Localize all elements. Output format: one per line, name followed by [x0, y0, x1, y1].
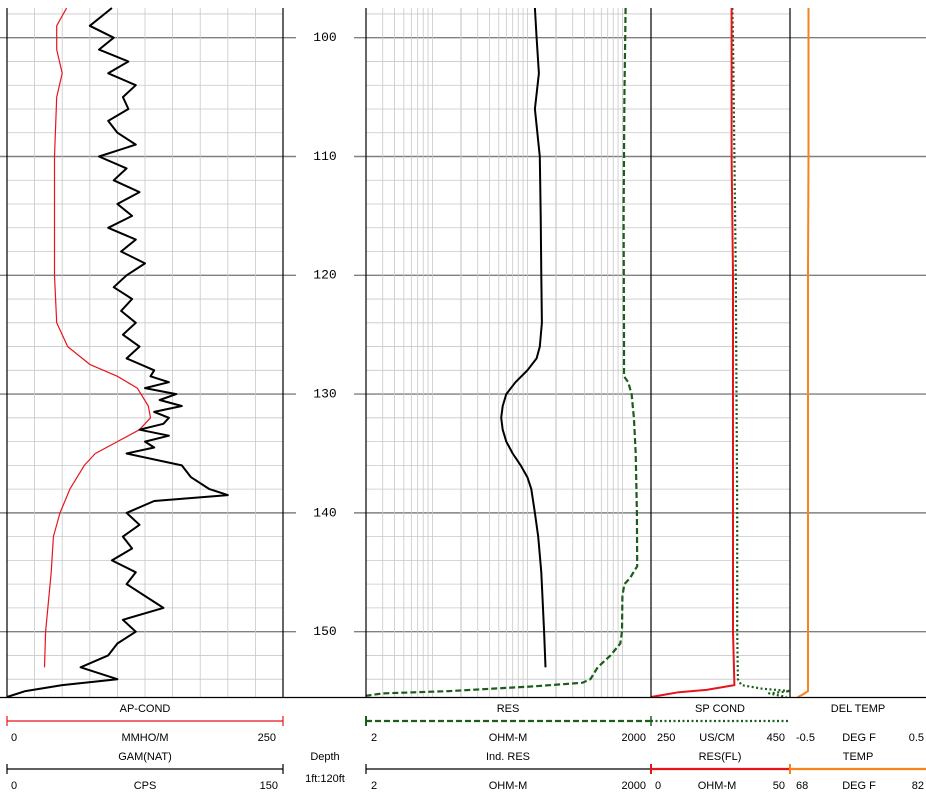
depth-label: 140	[313, 505, 336, 520]
del-temp-unit: DEG F	[842, 732, 876, 744]
temp-min: 68	[796, 780, 808, 792]
temp-title: TEMP	[843, 751, 874, 763]
res-unit: OHM-M	[489, 732, 528, 744]
del-temp-max: 0.5	[909, 732, 924, 744]
depth-labels: 100 110 120 130 140 150	[313, 30, 336, 639]
res-fl-min: 0	[655, 780, 661, 792]
depth-label: 150	[313, 624, 336, 639]
res-max: 2000	[622, 732, 646, 744]
track3-header: SP COND 250 US/CM 450 RES(FL) 0 OHM-M 50	[650, 703, 790, 792]
track1-header: AP-COND 0 MMHO/M 250 GAM(NAT) 0 CPS 150	[6, 703, 284, 792]
sp-cond-min: 250	[657, 732, 675, 744]
depth-header: Depth 1ft:120ft	[305, 751, 345, 785]
track-gridlines	[0, 8, 926, 697]
depth-label: 100	[313, 30, 336, 45]
curve-res-fl	[650, 8, 736, 698]
res-fl-title: RES(FL)	[699, 751, 742, 763]
depth-label: 110	[313, 149, 336, 164]
curve-res	[500, 7, 547, 668]
curve-layer	[6, 7, 810, 699]
gam-nat-max: 150	[260, 780, 278, 792]
res-title: RES	[497, 703, 520, 715]
res-fl-unit: OHM-M	[698, 780, 737, 792]
temp-unit: DEG F	[842, 780, 876, 792]
depth-label: 130	[313, 387, 336, 402]
res-min: 2	[371, 732, 377, 744]
gam-nat-min: 0	[11, 780, 17, 792]
track-borders	[6, 8, 791, 697]
gam-nat-unit: CPS	[134, 780, 157, 792]
ap-cond-unit: MMHO/M	[121, 732, 168, 744]
curve-sp-cond	[731, 7, 792, 699]
ind-res-title: Ind. RES	[486, 751, 530, 763]
ap-cond-max: 250	[258, 732, 276, 744]
curve-gam-nat	[6, 7, 229, 698]
del-temp-min: -0.5	[796, 732, 815, 744]
curve-ind-res	[365, 7, 639, 697]
gam-nat-title: GAM(NAT)	[118, 751, 172, 763]
sp-cond-title: SP COND	[695, 703, 745, 715]
depth-scale-label: 1ft:120ft	[305, 773, 345, 785]
sp-cond-unit: US/CM	[699, 732, 734, 744]
res-fl-max: 50	[773, 780, 785, 792]
track4-header: DEL TEMP -0.5 DEG F 0.5 TEMP 68 DEG F 82	[789, 703, 926, 792]
ind-res-unit: OHM-M	[489, 780, 528, 792]
track2-header: RES 2 OHM-M 2000 Ind. RES 2 OHM-M 2000	[365, 703, 651, 792]
ap-cond-min: 0	[11, 732, 17, 744]
curve-temp	[797, 8, 810, 698]
curve-ap-cond	[43, 7, 152, 668]
ind-res-min: 2	[371, 780, 377, 792]
ap-cond-title: AP-COND	[120, 703, 171, 715]
depth-label: 120	[313, 268, 336, 283]
temp-max: 82	[912, 780, 924, 792]
del-temp-title: DEL TEMP	[831, 703, 885, 715]
ind-res-max: 2000	[622, 780, 646, 792]
depth-header-label: Depth	[310, 751, 339, 763]
sp-cond-max: 450	[767, 732, 785, 744]
